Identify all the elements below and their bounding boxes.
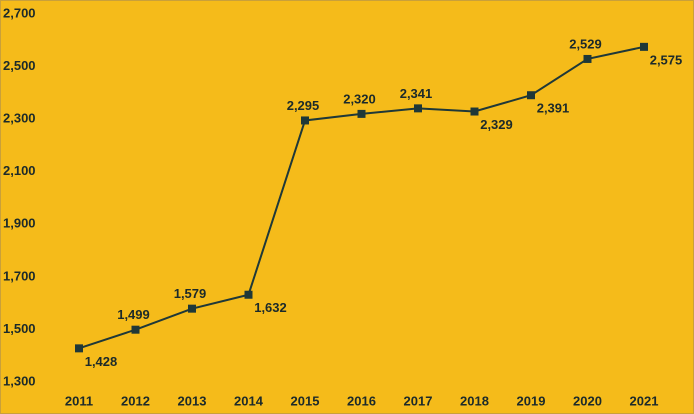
x-tick-label: 2014 [234,393,264,408]
x-tick-label: 2018 [460,393,489,408]
x-tick-label: 2019 [517,393,546,408]
y-tick-label: 1,500 [3,321,36,336]
data-label: 2,529 [569,36,602,51]
y-tick-label: 1,700 [3,268,36,283]
marker [188,304,196,313]
data-label: 2,391 [537,101,570,116]
data-label: 1,632 [254,300,287,315]
data-label: 2,575 [650,52,683,67]
x-tick-label: 2011 [65,393,93,408]
marker [75,344,83,353]
marker [640,42,648,51]
marker [583,54,592,63]
data-label: 2,320 [343,91,376,106]
y-tick-label: 2,500 [3,58,36,73]
marker [414,104,422,113]
x-tick-label: 2021 [630,393,659,408]
y-tick-label: 1,900 [3,216,36,231]
data-label: 2,295 [287,98,320,113]
x-tick-label: 2020 [573,393,602,408]
y-tick-label: 2,700 [3,5,36,20]
marker [131,325,140,334]
x-tick-label: 2012 [121,393,150,408]
marker [470,107,479,116]
y-tick-label: 2,300 [3,111,36,126]
data-label: 2,329 [480,117,513,132]
marker [357,109,366,118]
marker [527,91,535,100]
x-tick-label: 2013 [178,393,207,408]
x-tick-label: 2017 [404,393,433,408]
y-tick-label: 1,300 [3,373,36,388]
data-label: 1,499 [117,307,150,322]
y-tick-label: 2,100 [3,163,36,178]
data-label: 1,428 [85,354,118,369]
x-tick-label: 2015 [291,393,320,408]
marker [244,290,253,299]
data-label: 1,579 [174,286,207,301]
marker [301,116,309,125]
data-label: 2,341 [400,86,433,101]
x-tick-label: 2016 [347,393,376,408]
